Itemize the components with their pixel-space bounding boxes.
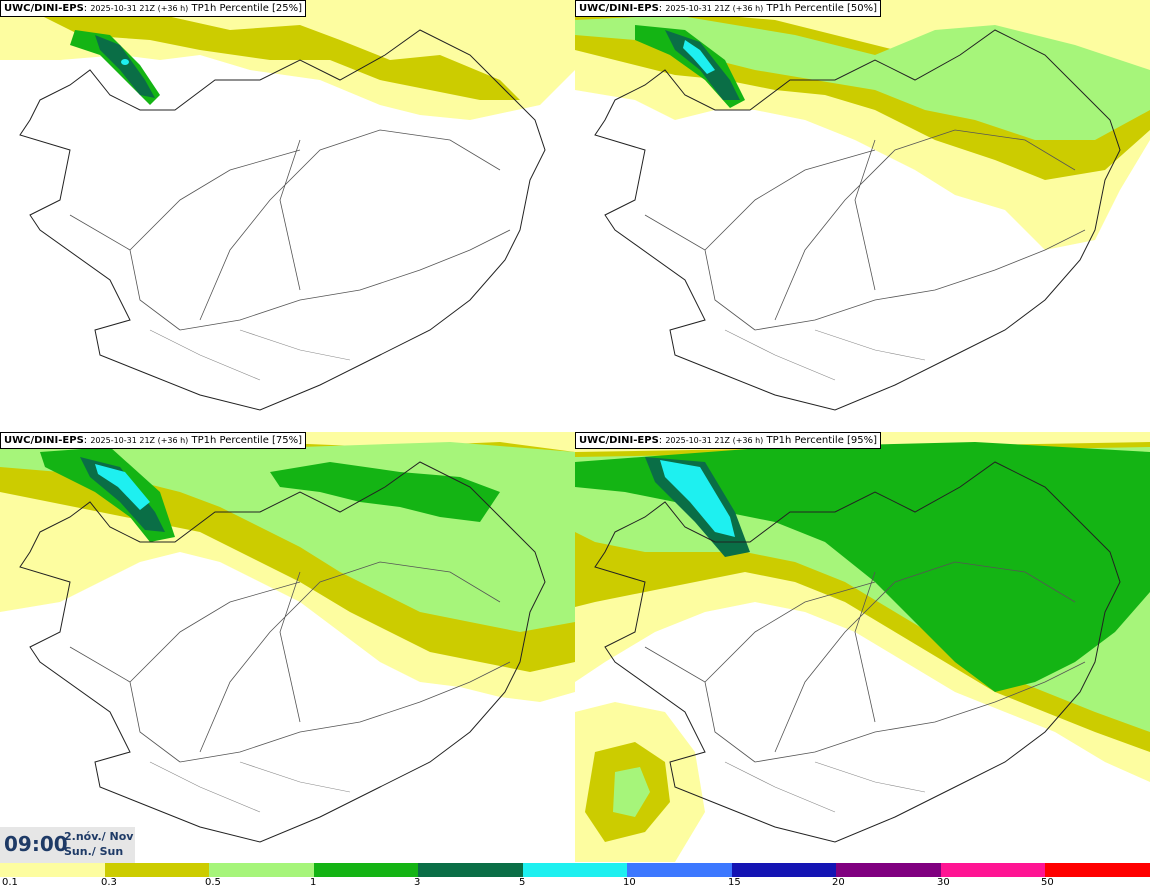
- precip-area-cyan: [121, 59, 129, 65]
- model-name: UWC/DINI-EPS: [4, 435, 84, 446]
- product-title: TP1h Percentile [25%]: [191, 3, 303, 14]
- model-name: UWC/DINI-EPS: [4, 3, 84, 14]
- precip-area-cyan: [95, 464, 150, 510]
- valid-time-box: 09:00 2.nóv./ Nov Sun./ Sun: [0, 827, 135, 863]
- panel-title: UWC/DINI-EPS: 2025-10-31 21Z (+36 h) TP1…: [575, 0, 882, 17]
- precip-area-south-green: [613, 767, 650, 817]
- precip-area-olive: [40, 10, 520, 100]
- panel-title: UWC/DINI-EPS: 2025-10-31 21Z (+36 h) TP1…: [0, 432, 307, 449]
- model-name: UWC/DINI-EPS: [579, 435, 659, 446]
- map-panel-50: UWC/DINI-EPS: 2025-10-31 21Z (+36 h) TP1…: [575, 0, 1150, 430]
- legend-label: 5: [519, 877, 526, 888]
- model-name: UWC/DINI-EPS: [579, 3, 659, 14]
- legend-label: 0.1: [2, 877, 18, 888]
- panel-title: UWC/DINI-EPS: 2025-10-31 21Z (+36 h) TP1…: [575, 432, 882, 449]
- legend-colorbar: [0, 863, 1150, 877]
- legend-swatch: [836, 863, 941, 877]
- precip-area-cyan: [660, 460, 735, 537]
- precip-area-lightgreen: [575, 15, 1150, 140]
- run-time: 2025-10-31 21Z (+36 h): [665, 4, 764, 13]
- legend-label: 15: [728, 877, 741, 888]
- valid-time: 09:00: [4, 832, 68, 856]
- legend-swatch: [731, 863, 837, 877]
- precip-area-green2: [270, 462, 500, 522]
- legend-label: 30: [937, 877, 950, 888]
- product-title: TP1h Percentile [95%]: [766, 435, 878, 446]
- legend-label: 1: [310, 877, 317, 888]
- legend-labels: 0.1 0.3 0.5 1 3 5 10 15 20 30 50: [0, 877, 1150, 891]
- legend-swatch: [418, 863, 523, 877]
- product-title: TP1h Percentile [50%]: [766, 3, 878, 14]
- legend-swatch: [522, 863, 628, 877]
- run-time: 2025-10-31 21Z (+36 h): [90, 436, 189, 445]
- valid-day: Sun./ Sun: [64, 845, 124, 858]
- run-time: 2025-10-31 21Z (+36 h): [665, 436, 764, 445]
- legend-swatch: [0, 863, 105, 877]
- map-panel-95: UWC/DINI-EPS: 2025-10-31 21Z (+36 h) TP1…: [575, 432, 1150, 862]
- legend-swatch: [940, 863, 1046, 877]
- precip-map-25: [0, 0, 575, 411]
- legend-swatch: [627, 863, 732, 877]
- precip-map-95: [575, 432, 1150, 862]
- valid-date: 2.nóv./ Nov: [64, 830, 134, 843]
- map-panel-75: UWC/DINI-EPS: 2025-10-31 21Z (+36 h) TP1…: [0, 432, 575, 862]
- product-title: TP1h Percentile [75%]: [191, 435, 303, 446]
- precip-area-cyan: [683, 40, 715, 74]
- legend-label: 3: [414, 877, 421, 888]
- panel-title: UWC/DINI-EPS: 2025-10-31 21Z (+36 h) TP1…: [0, 0, 307, 17]
- precip-map-50: [575, 0, 1150, 411]
- legend-label: 0.5: [205, 877, 221, 888]
- legend-swatch: [313, 863, 419, 877]
- legend-label: 10: [623, 877, 636, 888]
- legend-swatch: [1045, 863, 1150, 877]
- legend-label: 20: [832, 877, 845, 888]
- run-time: 2025-10-31 21Z (+36 h): [90, 4, 189, 13]
- legend-label: 50: [1041, 877, 1054, 888]
- precip-map-75: [0, 432, 575, 843]
- precip-area-dark: [95, 35, 155, 98]
- map-panel-25: UWC/DINI-EPS: 2025-10-31 21Z (+36 h) TP1…: [0, 0, 575, 430]
- legend-label: 0.3: [101, 877, 117, 888]
- legend-swatch: [104, 863, 210, 877]
- legend-swatch: [209, 863, 314, 877]
